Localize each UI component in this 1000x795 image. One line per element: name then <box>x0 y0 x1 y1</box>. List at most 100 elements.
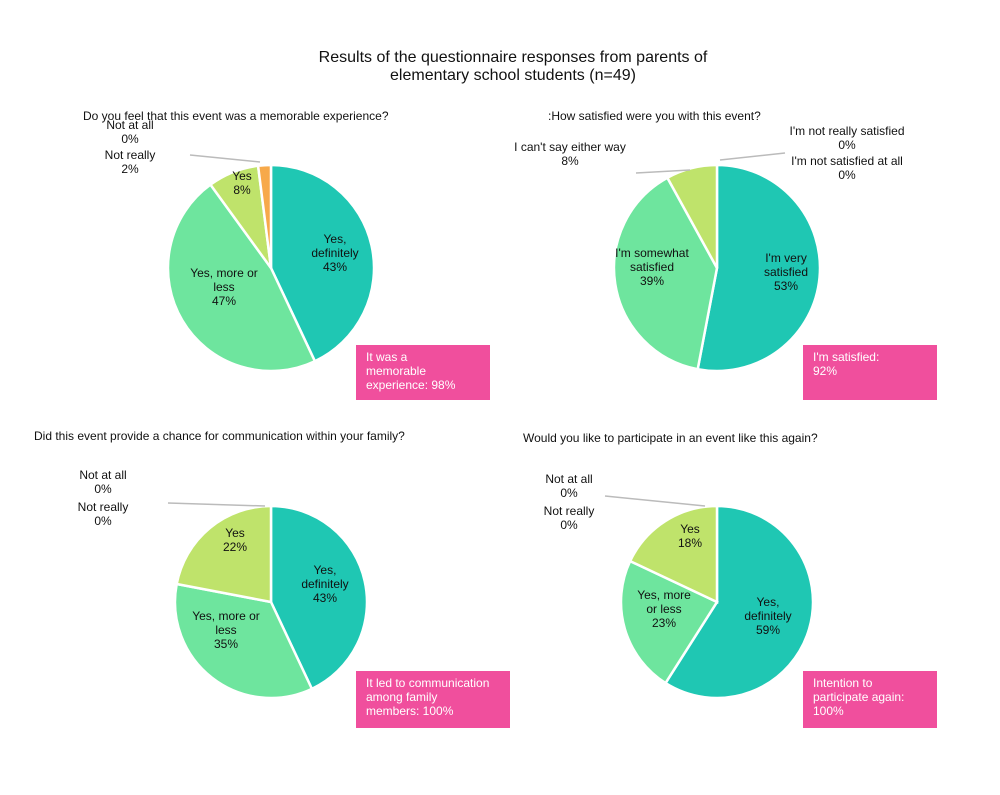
pie-slice <box>628 504 719 604</box>
slice-label: Not really 2% <box>105 148 156 176</box>
slice-label: Yes, more or less 47% <box>190 266 258 308</box>
callout-box <box>356 345 490 400</box>
callout-text-line: It was a <box>366 350 408 364</box>
slice-percent-label: 43% <box>323 260 347 274</box>
slice-label-line: Yes, more or <box>190 266 258 280</box>
leader-line <box>719 152 786 161</box>
pie-charts-layer: Yes, definitely 43%Yes, more or less 47%Yes 8… <box>78 118 937 728</box>
callout-text: It was a memorable experience: 98% <box>366 350 456 392</box>
slice-label-line: satisfied <box>630 260 674 274</box>
slice-label-line: Yes, <box>757 595 780 609</box>
leader-line <box>167 502 266 507</box>
slice-label-line: I'm somewhat <box>615 246 689 260</box>
callout-text-line: experience: 98% <box>366 378 456 392</box>
slice-label: Yes, definitely 59% <box>744 595 791 637</box>
slice-label: Yes, more or less 23% <box>637 588 691 630</box>
slice-percent-label: 0% <box>838 168 856 182</box>
callout-box <box>803 671 937 728</box>
pie-slice <box>696 163 822 373</box>
slice-label-line: I can't say either way <box>514 140 626 154</box>
slice-percent-label: 35% <box>214 637 238 651</box>
slice-label-line: Yes <box>680 522 700 536</box>
slice-label-line: Yes, more <box>637 588 691 602</box>
slice-label-line: Not at all <box>106 118 153 132</box>
slice-label-line: Yes, more or <box>192 609 260 623</box>
slice-percent-label: 0% <box>121 132 139 146</box>
pie-chart-2: I'm very satisfied 53%I'm somewhat satisfie… <box>514 124 937 400</box>
slice-label-line: definitely <box>311 246 358 260</box>
slice-percent-label: 39% <box>640 274 664 288</box>
slice-label-line: Not at all <box>545 472 592 486</box>
slice-label: I'm somewhat satisfied 39% <box>615 246 689 288</box>
slice-label: Yes 22% <box>223 526 247 554</box>
callout-text-line: members: 100% <box>366 704 454 718</box>
slice-label-line: satisfied <box>764 265 808 279</box>
slice-label-line: I'm not really satisfied <box>789 124 904 138</box>
slice-percent-label: 23% <box>652 616 676 630</box>
slice-percent-label: 53% <box>774 279 798 293</box>
slice-label-line: less <box>215 623 236 637</box>
slice-percent-label: 18% <box>678 536 702 550</box>
slice-label: I'm not really satisfied 0% <box>789 124 904 152</box>
callout-text: I'm satisfied: 92% <box>813 350 879 378</box>
slice-percent-label: 8% <box>233 183 251 197</box>
chart-4-question: Would you like to participate in an even… <box>523 431 818 445</box>
callout-text-line: 92% <box>813 364 837 378</box>
callout-text-line: It led to communication <box>366 676 489 690</box>
chart-2-question: :How satisfied were you with this event? <box>548 109 761 123</box>
slice-percent-label: 0% <box>560 518 578 532</box>
slice-label: Yes 18% <box>678 522 702 550</box>
main-title-line-2: elementary school students (n=49) <box>390 67 636 84</box>
slice-label: Not at all 0% <box>545 472 592 500</box>
slice-percent-label: 22% <box>223 540 247 554</box>
slice-percent-label: 0% <box>94 482 112 496</box>
slice-label-line: Not really <box>78 500 129 514</box>
slice-label: Not really 0% <box>544 504 595 532</box>
callout-text-line: 100% <box>813 704 844 718</box>
slice-label-line: Yes, <box>324 232 347 246</box>
slice-percent-label: 0% <box>838 138 856 152</box>
slice-percent-label: 43% <box>313 591 337 605</box>
pie-slice <box>173 582 314 700</box>
callout-text-line: participate again: <box>813 690 904 704</box>
slice-label: Yes, definitely 43% <box>311 232 358 274</box>
pie-slice <box>175 504 273 604</box>
slice-label-line: I'm very <box>765 251 807 265</box>
slice-label: Not at all 0% <box>106 118 153 146</box>
chart-1-question: Do you feel that this event was a memora… <box>83 109 389 123</box>
callout-box <box>356 671 510 728</box>
slice-percent-label: 0% <box>560 486 578 500</box>
slice-label-line: Not at all <box>79 468 126 482</box>
pie-slice <box>166 182 317 373</box>
slice-label-line: Not really <box>544 504 595 518</box>
pie-chart-3: Yes, definitely 43% Yes, more or less 35% Yes 2… <box>78 468 510 728</box>
slice-label-line: Yes, <box>314 563 337 577</box>
pie-slice <box>612 176 719 371</box>
slice-percent-label: 59% <box>756 623 780 637</box>
slice-percent-label: 2% <box>121 162 139 176</box>
slice-percent-label: 47% <box>212 294 236 308</box>
pie-chart-1: Yes, definitely 43% Yes, more or less 47% Yes 8… <box>105 118 490 400</box>
slice-percent-label: 0% <box>94 514 112 528</box>
slice-label-line: Yes <box>232 169 252 183</box>
callout-box <box>803 345 937 400</box>
callout-text: It led to communication among family membe… <box>366 676 489 718</box>
callout-text: Intention to participate again: 100% <box>813 676 904 718</box>
slice-label-line: or less <box>646 602 681 616</box>
pie-slice <box>269 163 376 363</box>
callout-text-line: Intention to <box>813 676 873 690</box>
slice-label: I'm very satisfied 53% <box>764 251 808 293</box>
pie-slice <box>663 504 815 700</box>
callout-text-line: among family <box>366 690 437 704</box>
slice-label: I can't say either way 8% <box>514 140 626 168</box>
slice-label: Not at all 0% <box>79 468 126 496</box>
slice-label: Yes, more or less 35% <box>192 609 260 651</box>
chart-3-question: Did this event provide a chance for comm… <box>34 429 405 443</box>
main-title-line-1: Results of the questionnaire responses f… <box>319 49 708 66</box>
slice-label: Yes 8% <box>232 169 252 197</box>
callout-text-line: I'm satisfied: <box>813 350 879 364</box>
leader-line <box>189 154 261 163</box>
slice-label: I'm not satisfied at all 0% <box>791 154 903 182</box>
pie-slice <box>269 504 369 691</box>
